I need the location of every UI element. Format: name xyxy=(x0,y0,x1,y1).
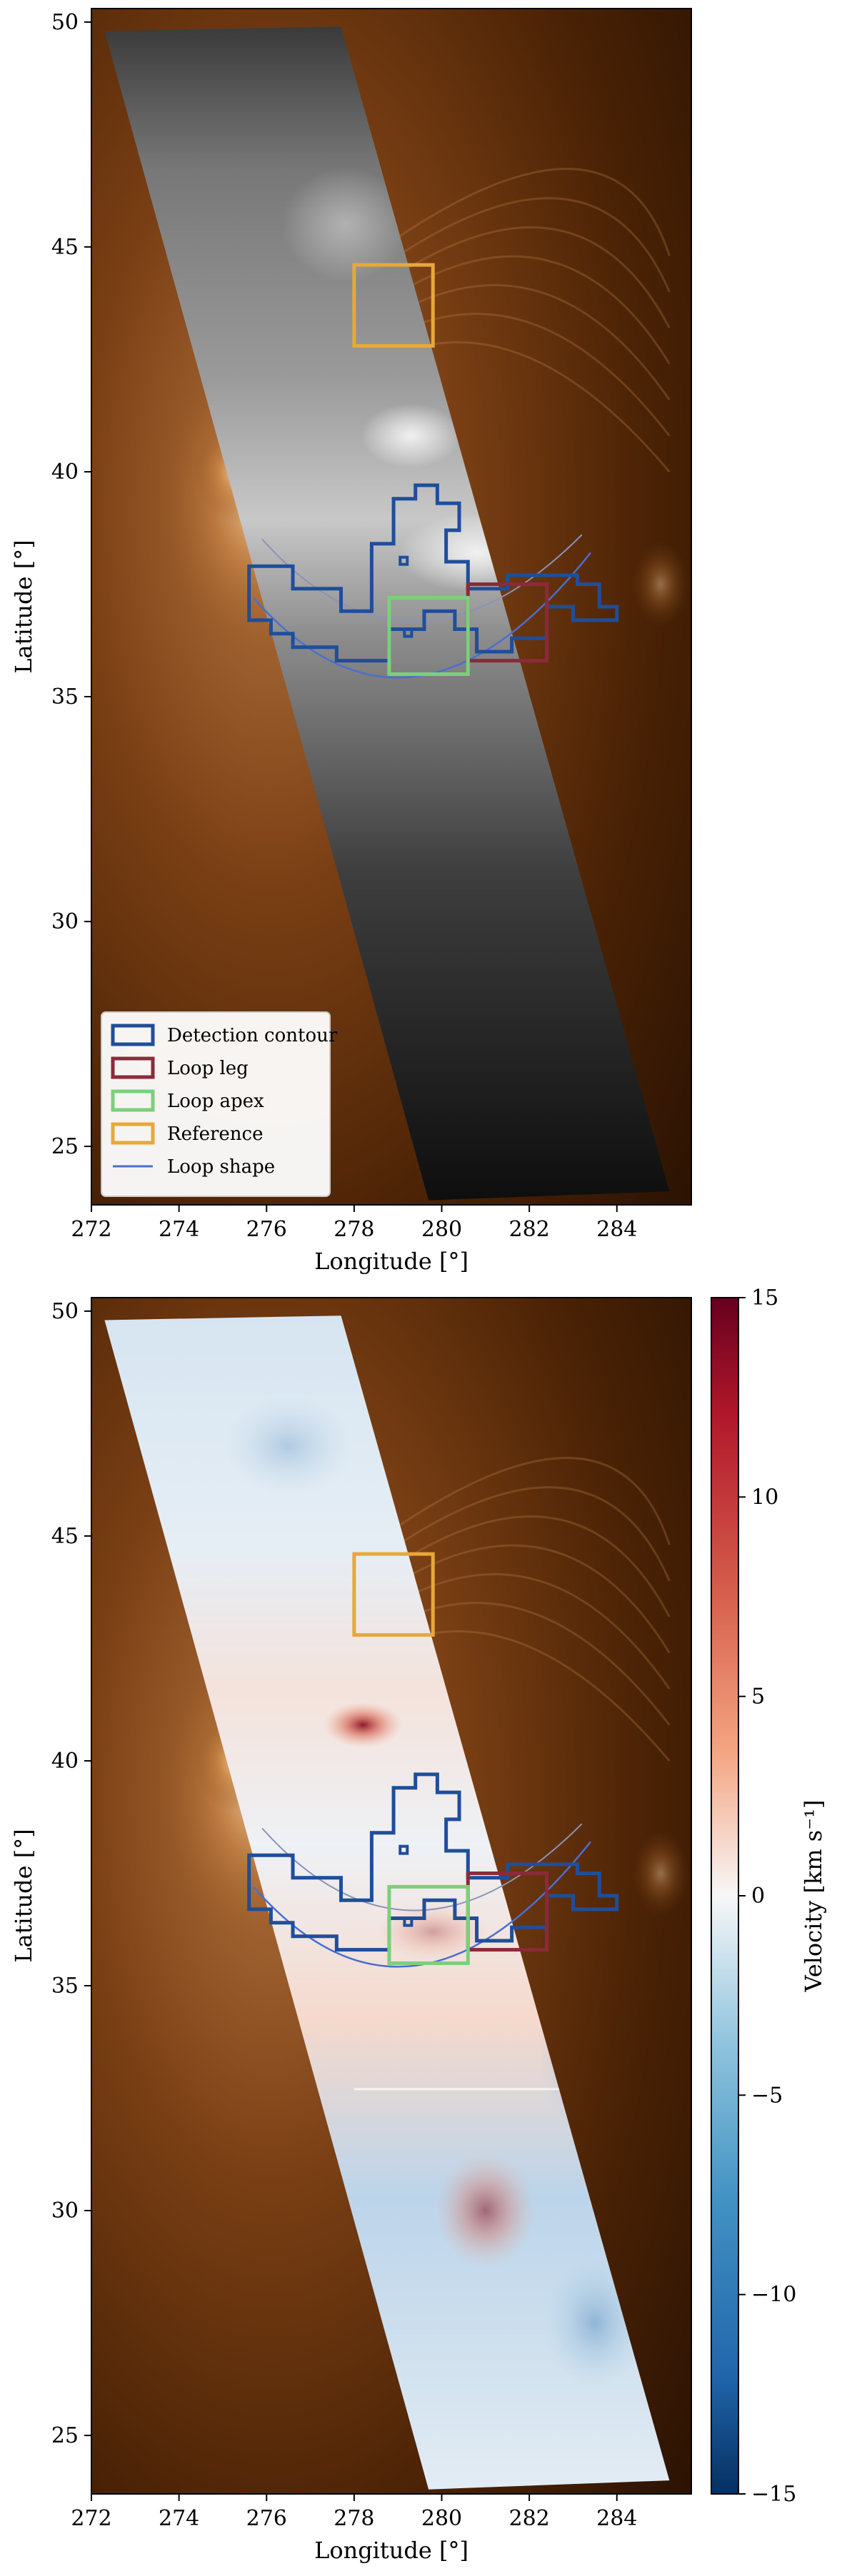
velocity-panel: 272 274 276 278 280 282 284 25 30 35 40 45 50 Longitu… xyxy=(10,1297,692,2564)
y-tick-label: 45 xyxy=(51,1524,79,1549)
colorbar-tick-label: 5 xyxy=(751,1684,765,1709)
loop-shape-line xyxy=(252,552,591,679)
bright-blob xyxy=(281,167,410,282)
blue-blob xyxy=(224,1395,353,1496)
y-tick-label: 50 xyxy=(51,10,79,35)
y-axis-label: Latitude [°] xyxy=(10,1829,37,1962)
y-tick-label: 35 xyxy=(51,1974,79,1999)
bright-blob xyxy=(361,403,461,468)
x-tick-label: 278 xyxy=(334,1217,374,1242)
legend-label: Reference xyxy=(167,1123,263,1145)
legend-label: Detection contour xyxy=(167,1025,338,1046)
x-tick-label: 282 xyxy=(509,1217,550,1242)
right-glow xyxy=(632,541,690,627)
x-tick-label: 272 xyxy=(71,1217,111,1242)
legend-label: Loop shape xyxy=(167,1156,275,1178)
y-tick-label: 50 xyxy=(51,1299,79,1324)
x-tick-label: 276 xyxy=(246,2506,287,2531)
axes-frame xyxy=(91,8,692,1206)
legend-swatch xyxy=(111,1024,155,1046)
y-tick-label: 30 xyxy=(51,2198,79,2223)
y-tick-label: 30 xyxy=(51,909,79,934)
x-tick-label: 280 xyxy=(421,1217,462,1242)
x-tick-label: 280 xyxy=(421,2506,462,2531)
x-axis-label: Longitude [°] xyxy=(314,1248,468,1275)
legend-swatch xyxy=(111,1056,155,1079)
legend-label: Loop apex xyxy=(167,1091,264,1112)
colorbar-tick-label: −10 xyxy=(751,2283,796,2308)
axes-frame xyxy=(91,1297,692,2495)
y-tick-label: 25 xyxy=(51,2423,79,2448)
red-blob xyxy=(435,2153,536,2268)
velocity-colorbar: −15 −10 −5 0 5 10 15 Velocity [km s⁻¹] xyxy=(711,1286,827,2507)
reference-box xyxy=(352,263,435,348)
legend-label: Loop leg xyxy=(167,1058,249,1079)
x-tick-label: 276 xyxy=(246,1217,287,1242)
legend-box xyxy=(101,1011,331,1197)
red-blob xyxy=(376,1903,491,1961)
x-tick-label: 282 xyxy=(509,2506,550,2531)
legend-swatch xyxy=(111,1122,155,1145)
colorbar-gradient xyxy=(711,1297,739,2495)
x-tick-label: 274 xyxy=(159,1217,199,1242)
y-tick-label: 45 xyxy=(51,235,79,260)
colorbar-tick-label: −15 xyxy=(751,2482,796,2507)
right-glow xyxy=(632,1830,690,1916)
x-axis-label: Longitude [°] xyxy=(314,2537,468,2564)
colorbar-tick-label: −5 xyxy=(751,2083,783,2108)
legend-swatch xyxy=(111,1089,155,1112)
colorbar-tick-label: 15 xyxy=(751,1286,778,1310)
x-tick-label: 272 xyxy=(71,2506,111,2531)
detection-contour-hole xyxy=(399,1844,409,1855)
detection-contour-hole xyxy=(403,1916,414,1927)
y-axis-label: Latitude [°] xyxy=(10,540,37,673)
red-blob xyxy=(324,1702,403,1748)
y-tick-label: 40 xyxy=(51,1749,79,1774)
x-tick-label: 278 xyxy=(334,2506,374,2531)
loop-shape-line xyxy=(252,1841,591,1968)
y-tick-label: 35 xyxy=(51,685,79,709)
raster-strip xyxy=(104,26,670,1201)
reference-box xyxy=(352,1552,435,1637)
x-tick-label: 284 xyxy=(596,2506,637,2531)
colorbar-tick-label: 0 xyxy=(751,1884,765,1909)
loop-apex-box xyxy=(387,1884,470,1966)
colorbar-tick-label: 10 xyxy=(751,1485,778,1510)
detection-contour-hole xyxy=(403,627,414,638)
x-tick-label: 284 xyxy=(596,1217,637,1242)
y-tick-label: 25 xyxy=(51,1134,79,1159)
intensity-panel: 272 274 276 278 280 282 284 25 30 35 40 45 50 Longitu… xyxy=(10,8,692,1275)
x-tick-label: 274 xyxy=(159,2506,199,2531)
detection-contour-hole xyxy=(399,555,409,566)
loop-apex-box xyxy=(387,595,470,677)
y-tick-label: 40 xyxy=(51,460,79,485)
colorbar-label: Velocity [km s⁻¹] xyxy=(800,1800,827,1993)
